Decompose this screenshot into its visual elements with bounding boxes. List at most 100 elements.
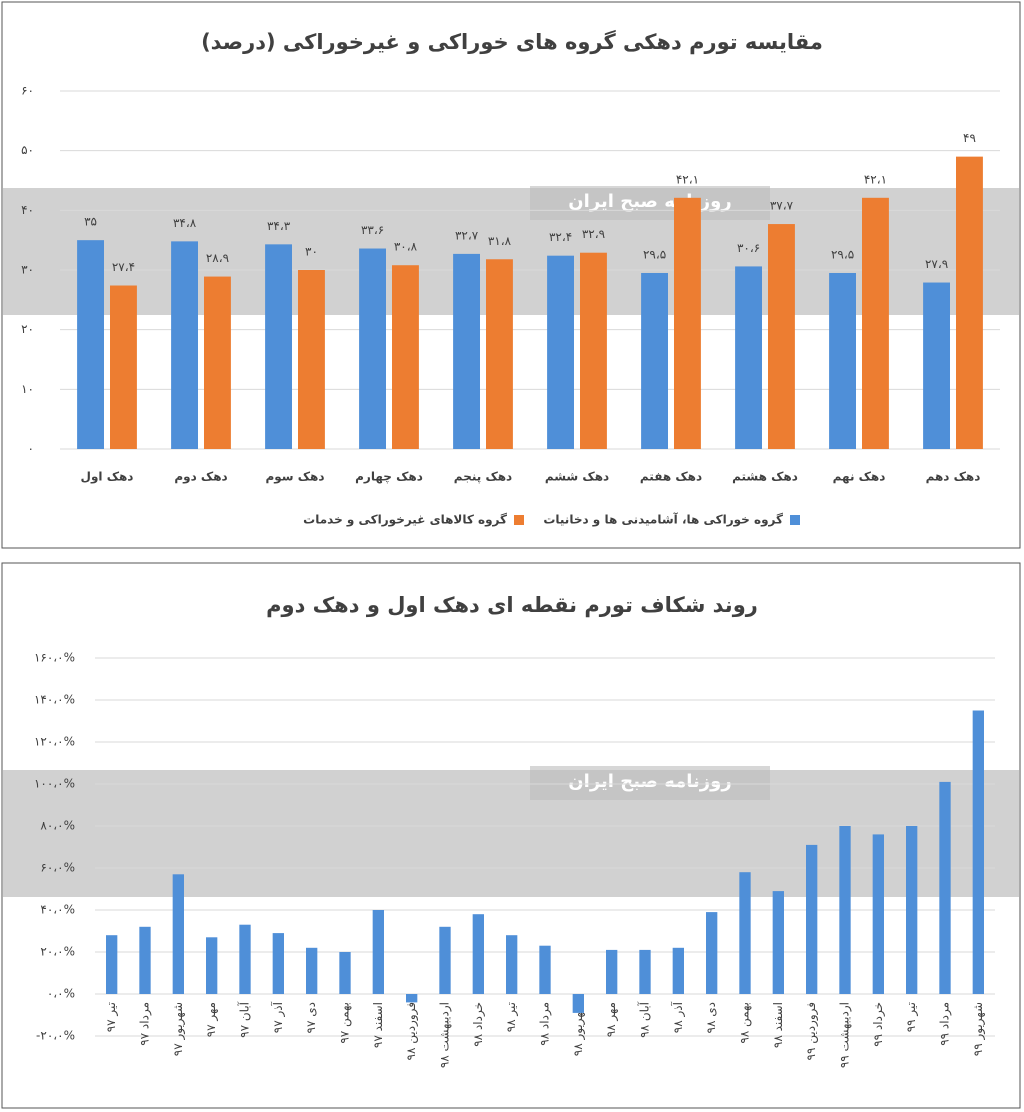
chart-title: مقایسه تورم دهکی گروه های خوراکی و غیرخو… — [201, 29, 823, 54]
data-label: ۳۴،۳ — [267, 219, 291, 233]
data-label: ۳۰ — [305, 245, 318, 259]
x-tick-label: دهک هشتم — [732, 470, 798, 484]
x-tick-label: دهک دوم — [174, 470, 227, 485]
bar — [672, 947, 684, 994]
legend-label: گروه کالاهای غیرخوراکی و خدمات — [303, 513, 507, 528]
y-tick-label: ۴۰،۰% — [40, 903, 75, 917]
bar — [439, 926, 451, 994]
data-label: ۳۳،۶ — [361, 223, 384, 237]
watermark-box — [530, 766, 770, 800]
data-label: ۲۹،۵ — [643, 247, 666, 261]
bar — [580, 252, 607, 449]
bar — [547, 255, 574, 449]
x-tick-label: اسفند ۹۷ — [371, 1002, 385, 1048]
y-tick-label: ۲۰ — [21, 322, 34, 336]
bar — [206, 937, 218, 994]
bar — [239, 924, 251, 994]
x-tick-label: خرداد ۹۹ — [871, 1002, 886, 1047]
bar — [641, 272, 668, 449]
y-tick-label: ۲۰،۰% — [40, 945, 75, 959]
y-tick-label: ۴۰ — [21, 203, 34, 217]
chart: مقایسه تورم دهکی گروه های خوراکی و غیرخو… — [1, 1, 1021, 549]
bar — [392, 265, 419, 449]
x-tick-label: آبان ۹۷ — [237, 1001, 252, 1038]
y-tick-label: ۱۰۰،۰% — [34, 777, 75, 791]
bar — [772, 891, 784, 994]
data-label: ۳۵ — [84, 215, 97, 229]
bar — [939, 781, 951, 994]
bar — [472, 914, 484, 994]
x-tick-label: بهمن ۹۷ — [338, 1002, 353, 1044]
bar — [406, 994, 418, 1003]
bar — [106, 935, 118, 994]
bar — [172, 874, 184, 994]
x-tick-label: اسفند ۹۸ — [771, 1002, 785, 1048]
bar — [339, 952, 351, 994]
y-tick-label: ۳۰ — [21, 263, 34, 277]
x-tick-label: دهک نهم — [833, 470, 886, 484]
legend-swatch — [514, 515, 524, 525]
chart-title: روند شکاف تورم نقطه ای دهک اول و دهک دوم — [266, 593, 758, 617]
watermark-box — [530, 186, 770, 220]
data-label: ۳۷،۷ — [770, 199, 794, 213]
bar — [486, 259, 513, 449]
x-tick-label: تیر ۹۸ — [504, 1002, 519, 1032]
data-label: ۴۲،۱ — [676, 172, 699, 186]
x-tick-label: دهک هفتم — [640, 470, 702, 484]
x-tick-label: دهک پنجم — [454, 470, 512, 484]
bar — [906, 826, 918, 994]
bar — [923, 282, 950, 449]
bar — [272, 933, 284, 994]
data-label: ۴۹ — [963, 131, 976, 145]
bar — [829, 272, 856, 449]
bar — [839, 826, 851, 994]
bar — [972, 710, 984, 994]
bar — [110, 285, 137, 449]
bar — [77, 240, 104, 449]
y-tick-label: ۸۰،۰% — [40, 819, 75, 833]
bar — [171, 241, 198, 449]
data-label: ۳۲،۷ — [455, 228, 479, 242]
x-tick-label: دهک اول — [81, 470, 134, 485]
bar — [139, 926, 151, 994]
y-tick-label: ۱۶۰،۰% — [34, 651, 75, 665]
bar — [768, 224, 795, 449]
data-label: ۳۰،۸ — [394, 240, 418, 254]
data-label: ۲۷،۴ — [112, 260, 135, 274]
x-tick-label: فروردین ۹۸ — [404, 1002, 419, 1060]
bar — [572, 994, 584, 1013]
watermark-band — [3, 770, 1019, 897]
bar — [298, 270, 325, 449]
x-tick-label: فروردین ۹۹ — [804, 1002, 819, 1060]
bar — [806, 844, 818, 994]
legend-label: گروه خوراکی ها، آشامیدنی ها و دخانیات — [543, 512, 783, 528]
y-tick-label: ۵۰ — [21, 143, 34, 157]
x-tick-label: خرداد ۹۸ — [471, 1002, 486, 1047]
bar — [639, 949, 651, 994]
x-tick-label: دهک سوم — [265, 470, 324, 485]
data-label: ۴۲،۱ — [864, 172, 887, 186]
bar — [956, 156, 983, 449]
bar — [506, 935, 518, 994]
chart: روند شکاف تورم نقطه ای دهک اول و دهک دوم… — [1, 562, 1021, 1109]
x-tick-label: شهریور ۹۷ — [171, 1002, 186, 1056]
y-tick-label: ۰،۰% — [47, 987, 75, 1001]
y-tick-label: ۱۴۰،۰% — [34, 693, 75, 707]
bar — [872, 834, 884, 994]
data-label: ۳۲،۹ — [582, 227, 605, 241]
y-tick-label: ۶۰،۰% — [40, 861, 75, 875]
bar — [359, 248, 386, 449]
x-tick-label: آذر ۹۷ — [270, 1001, 286, 1033]
bar — [735, 266, 762, 449]
data-label: ۳۱،۸ — [488, 234, 512, 248]
x-tick-label: دهک چهارم — [355, 470, 423, 485]
x-tick-label: مرداد ۹۹ — [938, 1002, 953, 1046]
bar — [539, 945, 551, 994]
data-label: ۲۹،۵ — [831, 247, 854, 261]
bar — [265, 244, 292, 449]
y-tick-label: ۰ — [28, 442, 34, 456]
bar — [306, 947, 318, 994]
x-tick-label: مرداد ۹۸ — [538, 1002, 553, 1046]
data-label: ۳۰،۶ — [737, 241, 760, 255]
